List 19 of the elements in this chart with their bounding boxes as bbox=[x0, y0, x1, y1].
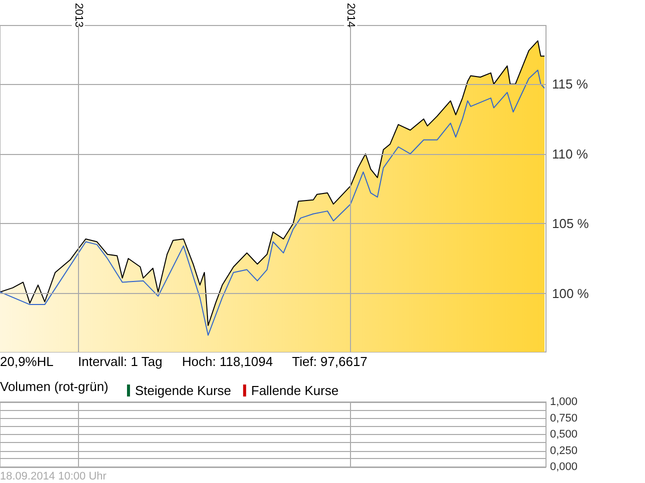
y-tick-label: 1,000 bbox=[550, 396, 578, 408]
text: 20,9%HL bbox=[0, 354, 54, 369]
y-tick-label: 0,500 bbox=[550, 428, 578, 440]
y-tick-label: 110 % bbox=[552, 146, 588, 162]
text: Hoch: 118,1094 bbox=[182, 354, 273, 369]
y-tick-label: 0,750 bbox=[550, 412, 578, 424]
text: 18.09.2014 10:00 Uhr bbox=[0, 470, 107, 482]
legend-title: Volumen (rot-grün) bbox=[0, 379, 108, 394]
y-tick-label: 0,000 bbox=[550, 461, 578, 473]
x-tick-label: 2013 bbox=[72, 2, 84, 28]
y-tick-label: 115 % bbox=[552, 76, 588, 92]
legend-label: Steigende Kurse bbox=[135, 383, 232, 398]
y-tick-label: 100 % bbox=[552, 286, 590, 301]
text: Intervall: 1 Tag bbox=[78, 354, 162, 369]
legend-label: Fallende Kurse bbox=[251, 383, 339, 398]
x-tick-label: 2014 bbox=[344, 2, 357, 28]
y-tick-label: 0,250 bbox=[550, 444, 578, 457]
text: Tief: 97,6617 bbox=[292, 354, 368, 369]
y-tick-label: 105 % bbox=[552, 216, 590, 232]
